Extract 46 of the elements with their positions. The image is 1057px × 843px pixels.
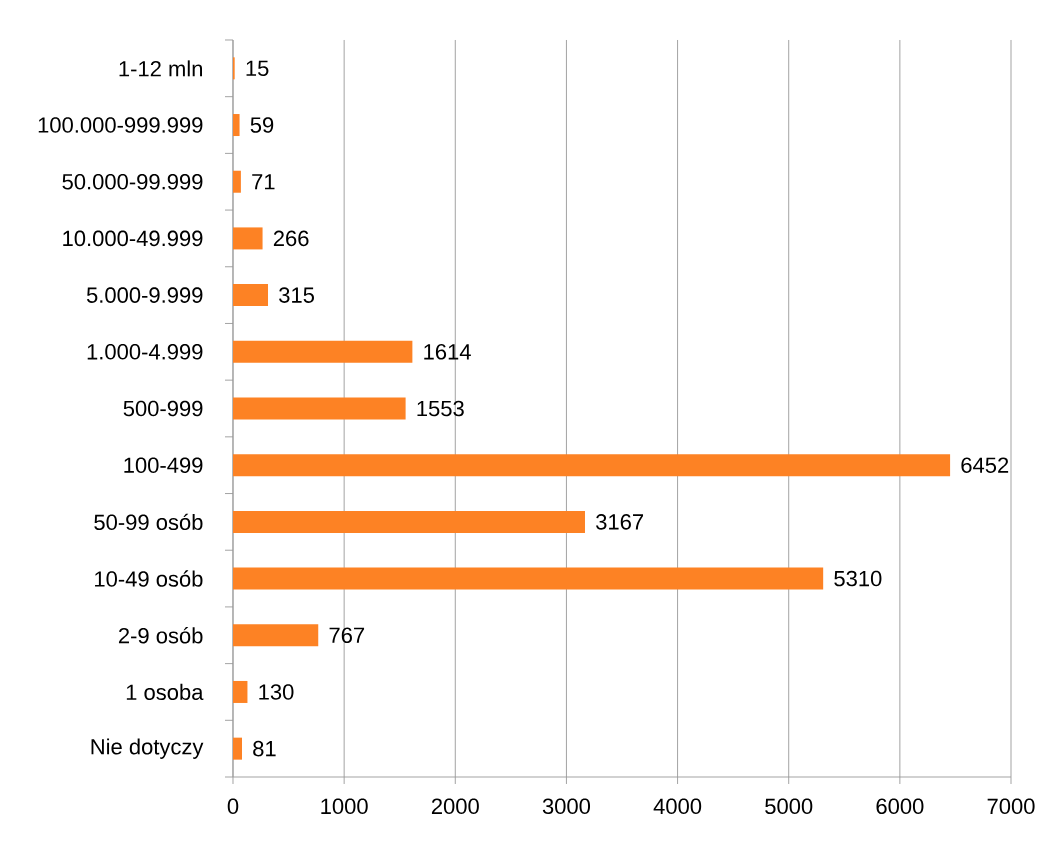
y-tick-label: 100-499 bbox=[124, 457, 203, 473]
data-label: 15 bbox=[246, 60, 269, 77]
bar bbox=[233, 284, 269, 307]
y-tick-label: 10-49 osób bbox=[95, 570, 203, 587]
bar bbox=[233, 114, 240, 137]
x-tick-label: 1000 bbox=[321, 798, 368, 815]
bar bbox=[233, 680, 248, 703]
x-tick-label: 5000 bbox=[765, 798, 813, 815]
data-label: 81 bbox=[253, 740, 276, 757]
x-tick-label: 0 bbox=[227, 798, 239, 815]
y-tick-label: 50-99 osób bbox=[94, 513, 203, 531]
data-label: 1614 bbox=[424, 344, 471, 360]
bar bbox=[233, 397, 406, 420]
x-tick-label: 7000 bbox=[987, 798, 1035, 815]
data-label: 59 bbox=[250, 117, 274, 133]
data-label: 1553 bbox=[417, 400, 464, 417]
data-label: 266 bbox=[273, 230, 309, 247]
y-tick-label: Nie dotyczy bbox=[91, 738, 204, 759]
data-label: 71 bbox=[252, 174, 275, 190]
data-label: 6452 bbox=[961, 457, 1009, 473]
y-tick-label: 100.000-999.999 bbox=[38, 117, 203, 133]
y-tick-label: 50.000-99.999 bbox=[62, 173, 203, 190]
x-tick-label: 3000 bbox=[542, 798, 591, 815]
x-tick-label: 4000 bbox=[653, 798, 702, 815]
y-tick-label: 2-9 osób bbox=[118, 627, 203, 644]
x-tick-label: 2000 bbox=[431, 798, 479, 815]
bar bbox=[233, 737, 242, 760]
bar bbox=[233, 340, 413, 363]
y-tick-label: 1-12 mln bbox=[119, 60, 202, 77]
bar bbox=[233, 567, 824, 590]
x-tick-label: 6000 bbox=[876, 798, 924, 815]
y-tick-label: 1.000-4.999 bbox=[87, 344, 203, 360]
data-label: 767 bbox=[329, 627, 365, 644]
bar bbox=[233, 454, 951, 477]
bar bbox=[233, 510, 585, 533]
data-label: 3167 bbox=[596, 514, 644, 530]
data-label: 315 bbox=[279, 287, 314, 303]
y-tick-label: 1 osoba bbox=[126, 683, 204, 701]
y-tick-label: 500-999 bbox=[123, 400, 203, 417]
bar bbox=[233, 227, 263, 250]
y-tick-label: 5.000-9.999 bbox=[86, 287, 203, 303]
data-label: 130 bbox=[259, 684, 294, 700]
data-label: 5310 bbox=[834, 570, 882, 587]
y-tick-label: 10.000-49.999 bbox=[63, 230, 203, 247]
bar bbox=[233, 170, 241, 193]
bar bbox=[233, 624, 319, 647]
